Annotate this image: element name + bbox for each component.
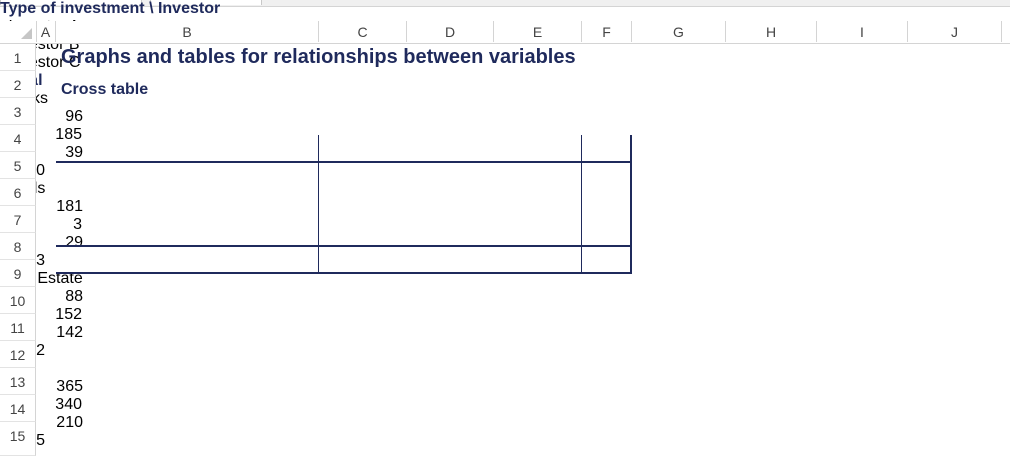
row-header-14[interactable]: 14 [0,395,36,422]
column-header-j[interactable]: J [908,21,1002,42]
select-all-corner[interactable] [0,21,37,42]
sheet-tab[interactable] [150,0,262,5]
cross-table-cell[interactable]: 96 [65,108,83,125]
cross-table-cell[interactable]: 152 [55,306,82,323]
row-header-13[interactable]: 13 [0,368,36,395]
table-right-border [630,135,632,273]
select-all-triangle-icon [21,28,32,39]
cross-table-cell[interactable]: 185 [55,126,82,143]
cross-table-total-cell[interactable]: 340 [55,396,82,413]
cross-table-total-cell[interactable]: 210 [56,414,83,431]
table-bottom-rule [56,272,632,274]
table-header-rule [56,161,632,163]
row-header-2[interactable]: 2 [0,71,36,98]
column-header-b[interactable]: B [56,21,319,42]
cross-table-cell[interactable]: 3 [73,216,82,233]
cross-table-total-label[interactable]: Total [0,360,250,378]
cross-table-cell[interactable]: 142 [56,324,83,341]
column-header-e[interactable]: E [494,21,582,42]
column-header-f[interactable]: F [582,21,632,42]
row-header-7[interactable]: 7 [0,206,36,233]
column-header-g[interactable]: G [632,21,726,42]
column-header-c[interactable]: C [319,21,407,42]
column-header-a[interactable]: A [36,21,56,42]
row-header-6[interactable]: 6 [0,179,36,206]
row-header-9[interactable]: 9 [0,260,36,287]
table-total-left-divider [581,135,582,273]
column-header-row: A B C D E F G H I J [0,21,1010,44]
workbook-tab-strip [0,0,1010,7]
cross-table-total-cell[interactable]: 365 [56,378,83,395]
row-header-15[interactable]: 15 [0,422,36,456]
table-label-divider [318,135,319,273]
cross-table-cell[interactable]: 181 [56,198,83,215]
row-header-5[interactable]: 5 [0,152,36,179]
table-total-rule [56,245,632,247]
row-header-3[interactable]: 3 [0,98,36,125]
row-header-8[interactable]: 8 [0,233,36,260]
sheet-tab[interactable] [0,0,142,5]
cross-table-corner-header[interactable]: Type of investment \ Investor [0,0,221,17]
column-header-i[interactable]: I [817,21,908,42]
column-header-d[interactable]: D [407,21,494,42]
sheet-subtitle[interactable]: Cross table [61,81,149,98]
row-header-11[interactable]: 11 [0,314,36,341]
row-header-12[interactable]: 12 [0,341,36,368]
cross-table-row-label[interactable]: Bonds [0,180,250,198]
cross-table-cell[interactable]: 39 [65,144,83,161]
row-header-4[interactable]: 4 [0,125,36,152]
column-header-h[interactable]: H [726,21,817,42]
row-header-10[interactable]: 10 [0,287,36,314]
row-header-1[interactable]: 1 [0,44,36,71]
cross-table-cell[interactable]: 88 [65,288,83,305]
sheet-title[interactable]: Graphs and tables for relationships betw… [61,46,576,68]
